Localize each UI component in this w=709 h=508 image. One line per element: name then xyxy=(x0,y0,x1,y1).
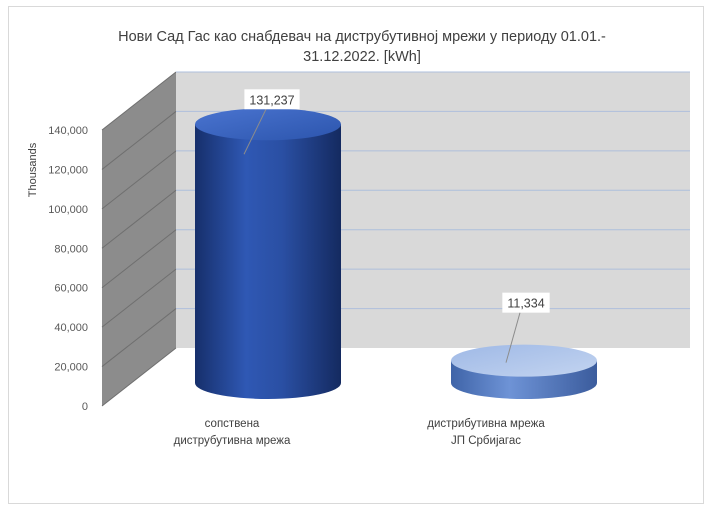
category-2-line-2: ЈП Србијагас xyxy=(451,435,521,447)
side-gridline xyxy=(101,111,177,170)
y-tick-label: 20,000 xyxy=(54,362,88,374)
y-tick-label: 140,000 xyxy=(48,125,88,137)
side-gridline xyxy=(101,189,177,249)
bar-2-top xyxy=(451,344,597,377)
side-gridline xyxy=(101,150,177,210)
data-label-1-text: 131,237 xyxy=(249,93,294,107)
y-axis-ticks: 0 20,000 40,000 60,000 80,000 100,000 120,000 1… xyxy=(48,125,88,413)
data-label-1: 131,237 xyxy=(243,89,300,155)
y-tick-label: 40,000 xyxy=(54,322,88,334)
y-tick-label: 100,000 xyxy=(48,204,88,216)
data-label-2-box xyxy=(502,292,550,313)
category-1-line-1: сопствена xyxy=(205,418,260,430)
bar-srbijagas xyxy=(451,344,597,399)
y-tick-label: 0 xyxy=(82,401,88,413)
y-tick-label: 120,000 xyxy=(48,164,88,176)
category-2-line-1: дистрибутивна мрежа xyxy=(427,418,545,430)
y-tick-label: 80,000 xyxy=(54,243,88,255)
bar-1-body xyxy=(195,124,341,399)
side-gridline xyxy=(101,308,177,367)
data-label-2: 11,334 xyxy=(502,292,550,363)
data-label-1-leader xyxy=(243,109,267,155)
side-gridline xyxy=(101,268,177,328)
data-label-2-leader xyxy=(505,312,521,363)
side-gridline xyxy=(101,71,177,131)
y-tick-label: 60,000 xyxy=(54,283,88,295)
data-label-2-text: 11,334 xyxy=(507,297,544,311)
category-1-line-2: диструбутивна мрежа xyxy=(174,435,291,447)
bar-sopstvena xyxy=(195,108,341,399)
side-gridline xyxy=(101,229,177,289)
y-axis-unit-label: Thousands xyxy=(27,142,39,197)
bar-1-top xyxy=(195,108,341,141)
chart-title-line-2: 31.12.2022. [kWh] xyxy=(303,49,421,65)
data-label-1-box xyxy=(244,89,300,110)
chart-title-line-1: Нови Сад Гас као снабдевач на диструбути… xyxy=(118,29,606,45)
floor-edge xyxy=(101,347,177,407)
